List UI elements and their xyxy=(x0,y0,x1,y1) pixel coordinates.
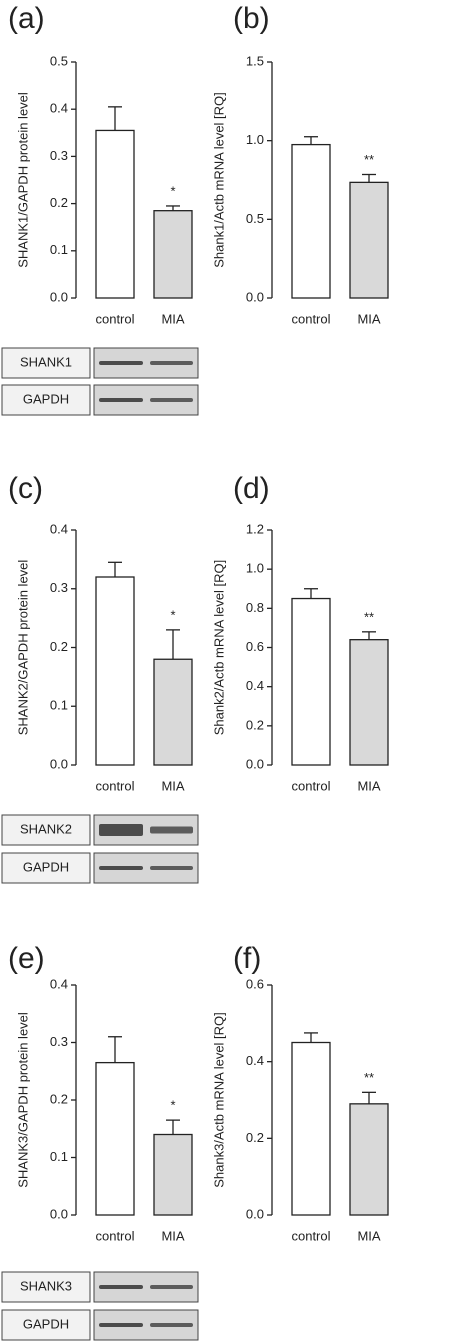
blot-label: GAPDH xyxy=(23,1316,69,1331)
significance: * xyxy=(170,1098,175,1113)
y-tick-label: 0.4 xyxy=(246,678,264,693)
blot-label: GAPDH xyxy=(23,391,69,406)
panel-label: (f) xyxy=(233,942,261,975)
y-tick-label: 0.4 xyxy=(246,1053,264,1068)
significance: ** xyxy=(364,609,374,624)
y-tick-label: 0.1 xyxy=(50,242,68,257)
y-tick-label: 0.3 xyxy=(50,1034,68,1049)
blot-band xyxy=(99,824,143,836)
blot-label-box xyxy=(1,814,91,846)
significance: ** xyxy=(364,152,374,167)
blot-band xyxy=(99,1285,143,1289)
y-tick-label: 0.4 xyxy=(50,101,68,116)
y-tick-label: 0.0 xyxy=(50,756,68,771)
y-tick-label: 0.1 xyxy=(50,698,68,713)
y-tick-label: 0.3 xyxy=(50,148,68,163)
bar xyxy=(349,1103,389,1216)
panel-label: (b) xyxy=(233,2,270,35)
y-tick-label: 0.6 xyxy=(246,976,264,991)
x-tick-label: control xyxy=(95,1228,134,1243)
y-axis-label: Shank2/Actb mRNA level [RQ] xyxy=(211,560,226,736)
y-tick-label: 0.5 xyxy=(50,53,68,68)
blot-label-box xyxy=(1,1309,91,1341)
y-tick-label: 0.2 xyxy=(246,1130,264,1145)
y-tick-label: 0.0 xyxy=(246,289,264,304)
x-tick-label: MIA xyxy=(357,778,380,793)
x-tick-label: control xyxy=(95,778,134,793)
x-tick-label: control xyxy=(291,311,330,326)
bar xyxy=(153,210,193,299)
y-axis-label: Shank1/Actb mRNA level [RQ] xyxy=(211,92,226,268)
blot-band xyxy=(150,826,193,834)
x-tick-label: MIA xyxy=(357,1228,380,1243)
significance: * xyxy=(170,607,175,622)
y-tick-label: 0.2 xyxy=(50,1091,68,1106)
panel-label: (c) xyxy=(8,472,43,505)
panel-label: (a) xyxy=(8,2,45,35)
panel-label: (d) xyxy=(233,472,270,505)
x-tick-label: MIA xyxy=(161,1228,184,1243)
bar xyxy=(291,143,331,299)
x-tick-label: control xyxy=(95,311,134,326)
x-tick-label: control xyxy=(291,1228,330,1243)
y-axis-label: SHANK3/GAPDH protein level xyxy=(15,1012,30,1188)
x-tick-label: control xyxy=(291,778,330,793)
y-tick-label: 0.2 xyxy=(246,717,264,732)
x-tick-label: MIA xyxy=(357,311,380,326)
bar xyxy=(349,181,389,299)
blot-band xyxy=(150,398,193,402)
bar xyxy=(95,1061,135,1216)
blot-band xyxy=(99,361,143,365)
y-tick-label: 0.4 xyxy=(50,976,68,991)
blot-band xyxy=(150,1285,193,1289)
y-tick-label: 0.0 xyxy=(246,756,264,771)
bar xyxy=(349,639,389,766)
y-tick-label: 0.2 xyxy=(50,639,68,654)
blot-band xyxy=(99,866,143,870)
y-tick-label: 0.1 xyxy=(50,1149,68,1164)
y-tick-label: 0.5 xyxy=(246,211,264,226)
y-tick-label: 0.4 xyxy=(50,521,68,536)
blot-label-box xyxy=(1,384,91,416)
y-tick-label: 0.0 xyxy=(50,1206,68,1221)
significance: * xyxy=(170,183,175,198)
blot-band xyxy=(99,398,143,402)
bar xyxy=(95,129,135,299)
blot-label: SHANK1 xyxy=(20,354,72,369)
y-tick-label: 0.0 xyxy=(246,1206,264,1221)
y-tick-label: 1.2 xyxy=(246,521,264,536)
blot-label-box xyxy=(1,347,91,379)
bar xyxy=(291,597,331,766)
y-tick-label: 0.0 xyxy=(50,289,68,304)
x-tick-label: MIA xyxy=(161,778,184,793)
blot-band xyxy=(150,866,193,870)
y-tick-label: 1.0 xyxy=(246,561,264,576)
blot-band xyxy=(150,1323,193,1327)
y-tick-label: 1.5 xyxy=(246,53,264,68)
significance: ** xyxy=(364,1070,374,1085)
y-tick-label: 0.3 xyxy=(50,580,68,595)
bar xyxy=(153,658,193,766)
blot-label: SHANK2 xyxy=(20,821,72,836)
blot-band xyxy=(150,361,193,365)
y-tick-label: 0.6 xyxy=(246,639,264,654)
y-tick-label: 0.8 xyxy=(246,600,264,615)
panel-label: (e) xyxy=(8,942,45,975)
blot-label: GAPDH xyxy=(23,859,69,874)
blot-label: SHANK3 xyxy=(20,1278,72,1293)
bar xyxy=(95,576,135,766)
blot-label-box xyxy=(1,1271,91,1303)
x-tick-label: MIA xyxy=(161,311,184,326)
y-axis-label: Shank3/Actb mRNA level [RQ] xyxy=(211,1012,226,1188)
y-axis-label: SHANK1/GAPDH protein level xyxy=(15,92,30,268)
y-axis-label: SHANK2/GAPDH protein level xyxy=(15,560,30,736)
y-tick-label: 1.0 xyxy=(246,132,264,147)
bar xyxy=(153,1133,193,1216)
blot-band xyxy=(99,1323,143,1327)
y-tick-label: 0.2 xyxy=(50,195,68,210)
blot-label-box xyxy=(1,852,91,884)
bar xyxy=(291,1041,331,1216)
